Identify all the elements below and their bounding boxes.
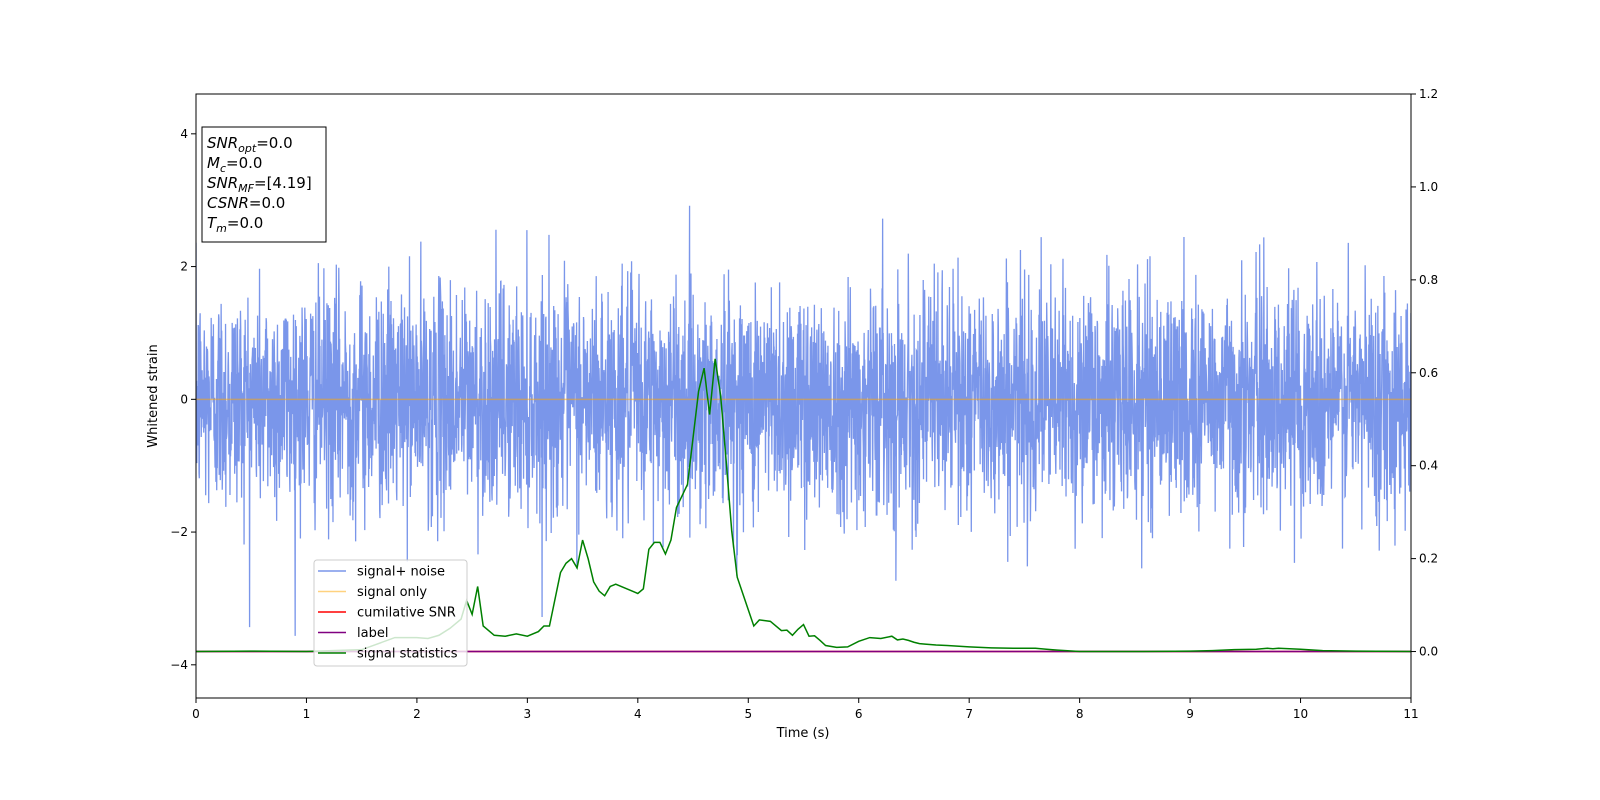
y-axis-left: −4 −2 0 2 4: [170, 127, 196, 672]
annotation-line: Mc=0.0: [207, 154, 262, 175]
legend-label: signal only: [357, 585, 427, 600]
x-tick-label: 1: [303, 707, 311, 721]
annotation-line: Tm=0.0: [207, 214, 263, 235]
annotation-frame: [201, 126, 327, 243]
x-tick-label: 10: [1293, 707, 1308, 721]
legend-label: cumilative SNR: [357, 606, 456, 621]
y-right-tick-label: 0.4: [1419, 459, 1438, 473]
y-tick-label: 0: [180, 392, 188, 406]
signal-noise-line: [196, 205, 1411, 636]
y-tick-label: −2: [170, 525, 188, 539]
y-tick-label: 4: [180, 127, 188, 141]
y-right-tick-label: 1.0: [1419, 180, 1438, 194]
x-axis: 0 1 2 3 4 5 6 7 8 9 10 11: [192, 698, 1419, 721]
x-tick-label: 9: [1186, 707, 1194, 721]
y-right-tick-label: 1.2: [1419, 87, 1438, 101]
y-right-tick-label: 0.6: [1419, 366, 1438, 380]
x-tick-label: 7: [965, 707, 973, 721]
annotation-line: SNRMF=[4.19]: [207, 174, 312, 195]
y-right-tick-label: 0.0: [1419, 645, 1438, 659]
x-tick-label: 6: [855, 707, 863, 721]
legend-label: signal statistics: [357, 647, 458, 662]
y-right-tick-label: 0.8: [1419, 273, 1438, 287]
series-signal-statistics: [196, 358, 1411, 653]
y-axis-right: 0.0 0.2 0.4 0.6 0.8 1.0 1.2: [1411, 87, 1438, 659]
x-tick-label: 5: [744, 707, 752, 721]
annotation-line: CSNR=0.0: [207, 194, 285, 212]
series-signal-noise: [196, 205, 1411, 636]
y-right-tick-label: 0.2: [1419, 552, 1438, 566]
legend-frame: [313, 559, 468, 667]
legend: signal+ noise signal only cumilative SNR la…: [313, 559, 468, 667]
legend-label: label: [357, 626, 388, 641]
annotation-line: SNRopt=0.0: [207, 134, 293, 155]
x-axis-label: Time (s): [776, 726, 830, 741]
x-tick-label: 3: [524, 707, 532, 721]
y-tick-label: −4: [170, 658, 188, 672]
y-axis-label: Whitened strain: [146, 344, 161, 447]
x-tick-label: 2: [413, 707, 421, 721]
x-tick-label: 4: [634, 707, 642, 721]
x-tick-label: 0: [192, 707, 200, 721]
y-tick-label: 2: [180, 260, 188, 274]
plot-frame: [195, 93, 1412, 699]
x-tick-label: 8: [1076, 707, 1084, 721]
legend-label: signal+ noise: [357, 565, 445, 580]
x-tick-label: 11: [1403, 707, 1418, 721]
